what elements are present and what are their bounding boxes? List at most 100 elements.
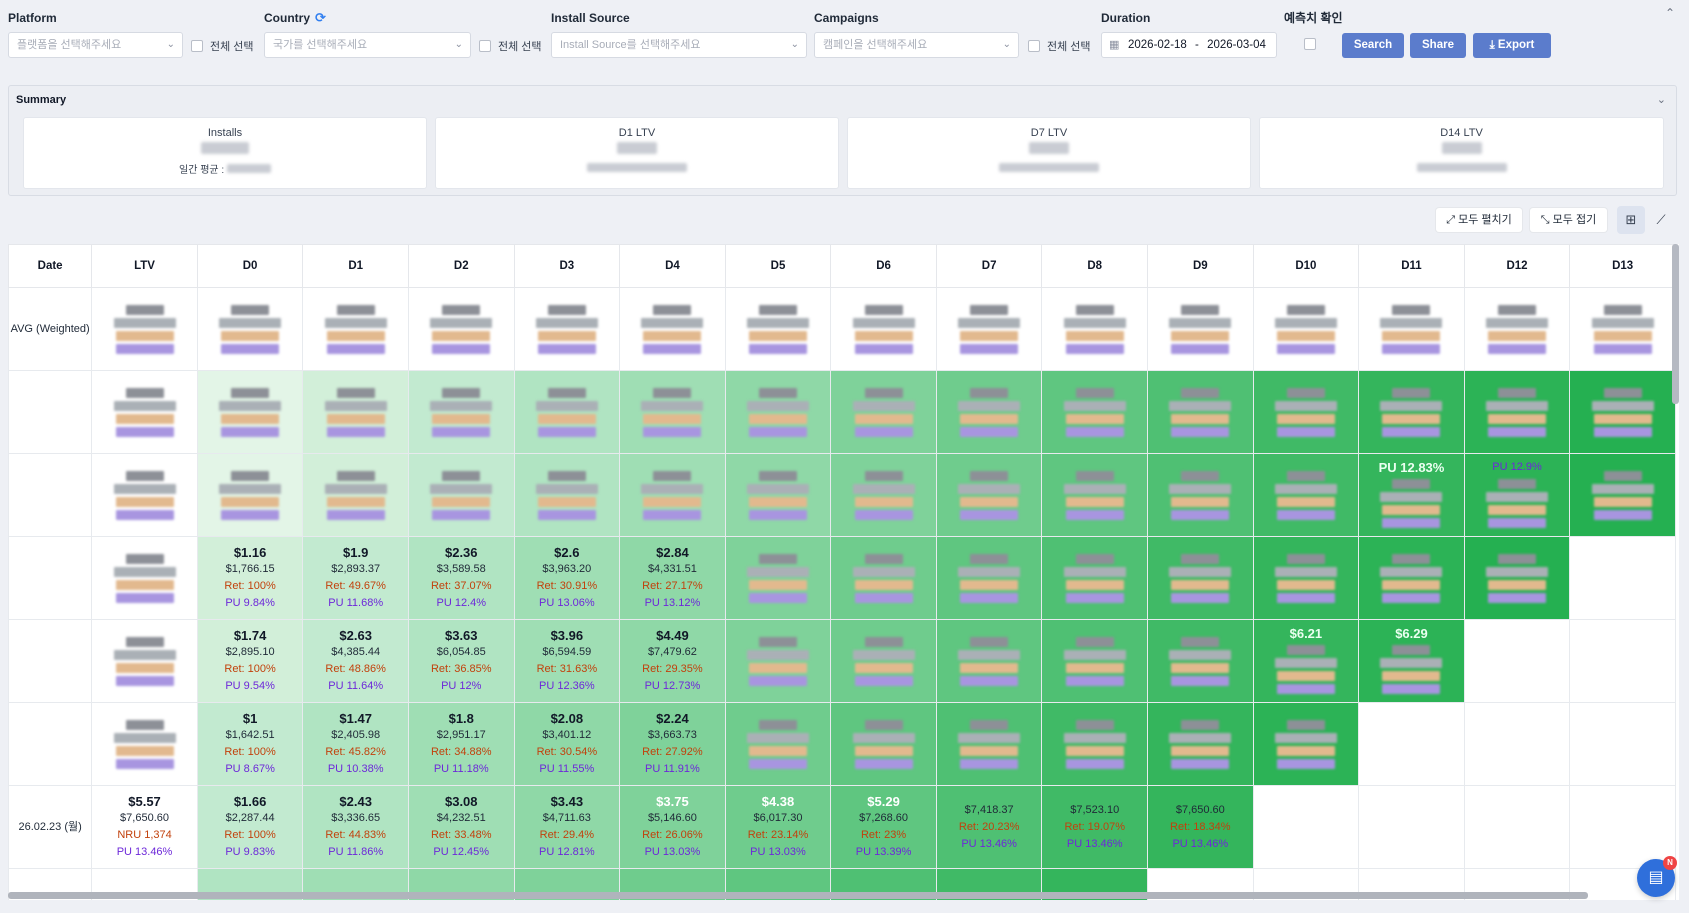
redacted-value [643,330,702,341]
checkbox-icon[interactable] [1304,38,1316,50]
ltv-value: $3.43 [550,794,584,809]
redacted-value [854,330,913,341]
data-cell [1252,287,1360,371]
data-cell [407,287,515,371]
redacted-value [115,343,174,354]
column-header: D1 [302,244,409,288]
forecast-checkbox[interactable] [1304,38,1316,50]
cohort-cell [830,453,937,537]
redacted-value [219,317,282,328]
chevron-up-icon[interactable]: ⌃ [1664,6,1675,20]
ltv-cell [91,619,198,703]
campaigns-select-all[interactable]: 전체 선택 [1028,38,1091,54]
cohort-cell: $1.8 $2,951.17 Ret: 34.88% PU 11.18% [407,702,515,786]
redacted-value [746,317,809,328]
redacted-value [537,426,596,437]
install-source-placeholder: Install Source를 선택해주세요 [560,39,701,51]
pu-rate-value: PU 13.03% [750,846,806,858]
redacted-value [1181,719,1220,730]
campaigns-select[interactable]: 캠페인을 선택해주세요 ⌄ [814,32,1019,58]
search-button[interactable]: Search [1342,33,1404,58]
collapse-all-button[interactable]: ⤡ 모두 접기 [1530,208,1607,232]
country-select[interactable]: 국가를 선택해주세요 ⌄ [264,32,471,58]
checkbox-icon[interactable] [1028,40,1040,52]
cohort-cell [513,370,621,454]
ltv-value: $2.08 [550,711,584,726]
country-placeholder: 국가를 선택해주세요 [273,39,368,51]
duration-start[interactable]: 2026-02-18 [1128,39,1187,51]
share-button[interactable]: Share [1410,33,1466,58]
chevron-down-icon[interactable]: ⌄ [1656,94,1666,106]
redacted-value [326,426,385,437]
ltv-value: $3.96 [550,628,584,643]
redacted-value [1286,719,1325,730]
refresh-icon[interactable]: ⟳ [315,10,326,25]
redacted-value [1065,330,1124,341]
platform-select[interactable]: 플랫폼을 선택해주세요 ⌄ [8,32,183,58]
table-view-icon[interactable]: ⊞ [1617,206,1645,234]
column-header: D11 [1358,244,1465,288]
column-header: D13 [1569,244,1676,288]
redacted-value [1392,304,1431,315]
checkbox-icon[interactable] [191,40,203,52]
redacted-value [115,330,174,341]
redacted-value [1286,304,1325,315]
redacted-value [746,400,809,411]
redacted-value [748,496,807,507]
duration-end[interactable]: 2026-03-04 [1207,39,1266,51]
d7-ltv-card: D7 LTV [847,117,1251,189]
cohort-cell: $2.36 $3,589.58 Ret: 37.07% PU 12.4% [407,536,515,620]
export-button[interactable]: ⤓ Export [1473,33,1551,58]
revenue-value: $2,951.17 [436,729,486,741]
chart-view-icon[interactable]: ⟋ [1656,212,1666,227]
cohort-cell [1569,370,1676,454]
country-filter: Country ⟳ [264,10,326,26]
redacted-value [854,579,913,590]
install-source-select[interactable]: Install Source를 선택해주세요 ⌄ [551,32,807,58]
duration-range-input[interactable]: ▦ 2026-02-18 - 2026-03-04 [1101,32,1277,58]
redacted-value [1171,592,1230,603]
redacted-value [641,317,704,328]
expand-all-button[interactable]: ⤢ 모두 펼치기 [1436,208,1522,232]
platform-select-all[interactable]: 전체 선택 [191,38,254,54]
redacted-value [115,662,174,673]
redacted-value [221,413,280,424]
ltv-value: $1.16 [233,545,267,560]
redacted-value [1593,343,1652,354]
redacted-value [852,649,915,660]
redacted-value [547,304,586,315]
cohort-cell: $1.16 $1,766.15 Ret: 100% PU 9.84% [196,536,304,620]
cohort-cell [830,702,937,786]
vertical-scrollbar[interactable] [1672,244,1679,404]
retention-value: Ret: 45.82% [325,746,386,758]
install-source-label: Install Source [551,11,630,25]
redacted-value [1382,671,1441,681]
cohort-cell: PU 12.9% [1463,453,1571,537]
redacted-value [641,400,704,411]
redacted-value [958,566,1021,577]
checkbox-icon[interactable] [479,40,491,52]
document-fab-button[interactable]: ▤ N [1637,856,1677,897]
retention-value: Ret: 100% [224,829,276,841]
retention-value: Ret: 37.07% [430,580,492,592]
redacted-value [1169,483,1232,494]
redacted-value [432,496,491,507]
redacted-value [432,343,491,354]
redacted-value [1593,426,1652,437]
pu-rate-value: PU 13.03% [644,846,701,858]
column-header: Date [8,244,93,288]
redacted-value [1065,662,1124,673]
extra-value: $6.21 [1289,626,1323,641]
ltv-cell [91,453,198,537]
redacted-value [1276,496,1335,507]
redacted-value [547,387,586,398]
data-cell [513,287,621,371]
card-title: Installs [207,127,243,139]
redacted-value [430,317,493,328]
redacted-value [1171,675,1230,686]
country-select-all[interactable]: 전체 선택 [479,38,542,54]
ltv-value: $1.47 [339,711,372,726]
redacted-value [1274,317,1337,328]
chevron-down-icon: ⌄ [790,39,799,50]
horizontal-scrollbar[interactable] [8,892,1588,899]
